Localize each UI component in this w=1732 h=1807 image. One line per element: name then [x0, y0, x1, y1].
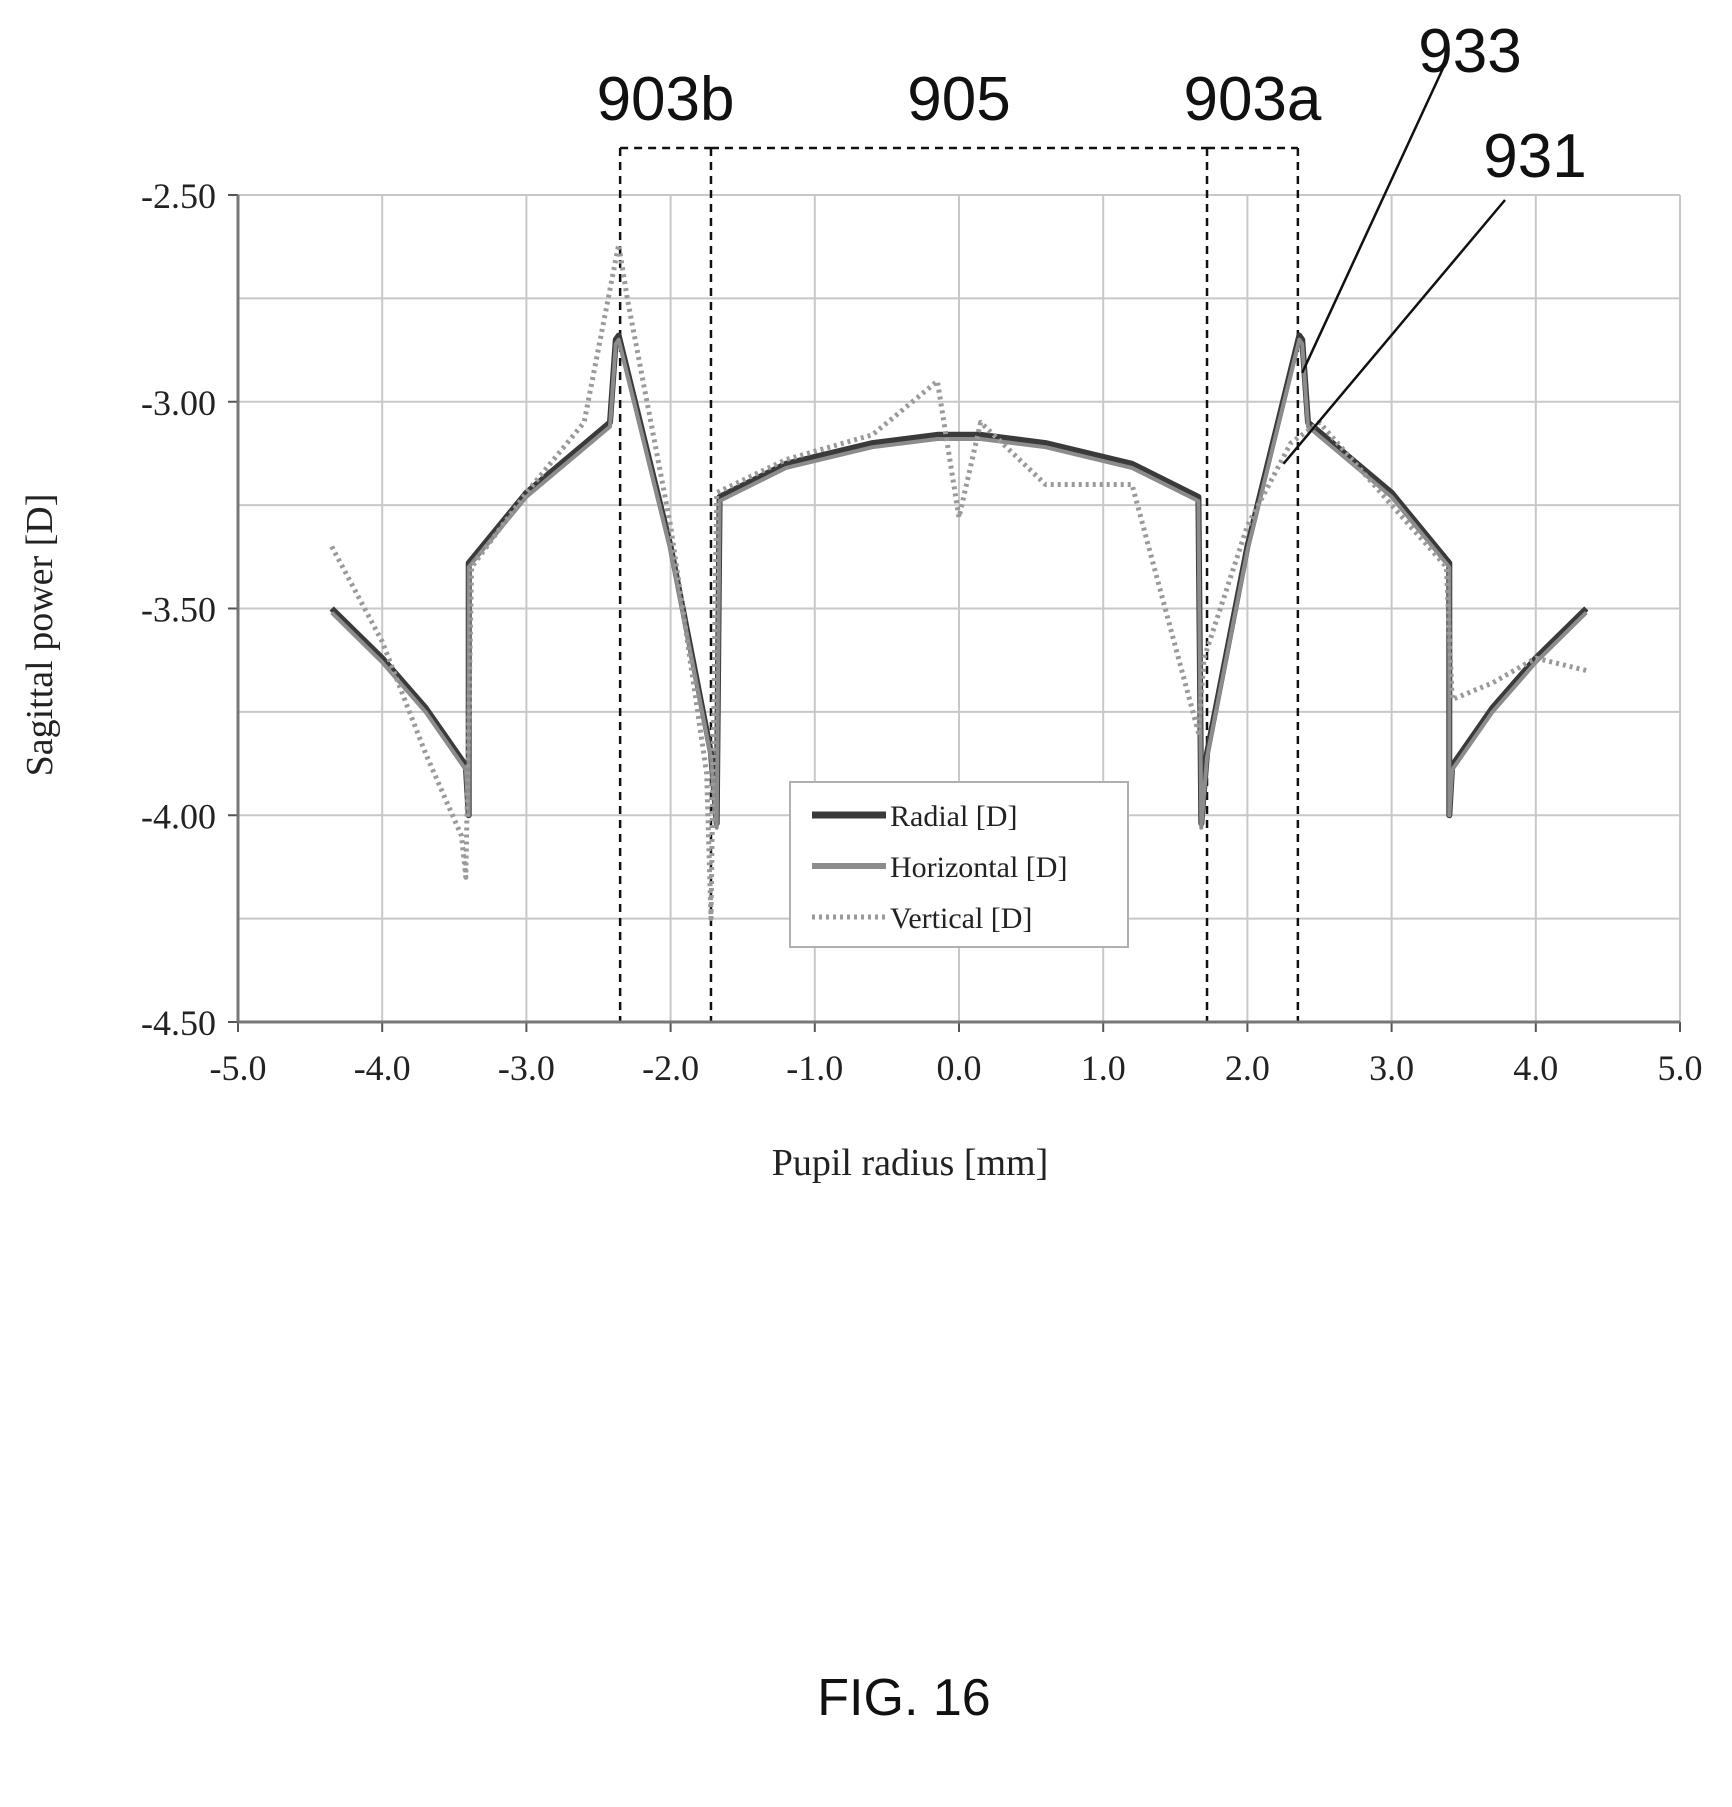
region-label-905: 905: [907, 65, 1010, 134]
x-tick-label-10: 5.0: [1658, 1048, 1703, 1088]
x-tick-label-8: 3.0: [1369, 1048, 1414, 1088]
figure-caption: FIG. 16: [817, 1669, 990, 1727]
y-tick-label-4: -4.50: [141, 1003, 216, 1043]
axes: -5.0 -4.0 -3.0 -2.0 -1.0 0.0 1.0 2.0 3.0 4.0 5.0 -2…: [141, 176, 1703, 1088]
callout-label-931: 931: [1483, 122, 1586, 191]
callout-leader-933: [1301, 63, 1447, 374]
x-axis-title: Pupil radius [mm]: [772, 1142, 1049, 1184]
x-tick-label-7: 2.0: [1225, 1048, 1270, 1088]
y-tick-label-2: -3.50: [141, 590, 216, 630]
x-tick-label-1: -4.0: [354, 1048, 411, 1088]
x-tick-label-4: -1.0: [786, 1048, 843, 1088]
data-series: [329, 242, 1589, 922]
x-tick-label-5: 0.0: [937, 1048, 982, 1088]
legend: Radial [D] Horizontal [D] Vertical [D]: [789, 781, 1129, 948]
x-tick-label-9: 4.0: [1513, 1048, 1558, 1088]
region-label-903a: 903a: [1183, 65, 1321, 134]
legend-label-vertical: Vertical [D]: [890, 902, 1032, 935]
y-tick-label-0: -2.50: [141, 176, 216, 216]
y-axis-title: Sagittal power [D]: [19, 494, 61, 777]
series-line-radial: [329, 332, 1589, 827]
x-tick-label-6: 1.0: [1081, 1048, 1126, 1088]
series-line-vertical: [329, 242, 1587, 922]
legend-label-horizontal: Horizontal [D]: [890, 851, 1067, 884]
y-tick-label-3: -4.00: [141, 796, 216, 836]
legend-label-radial: Radial [D]: [890, 800, 1017, 833]
callout-leader-931: [1282, 199, 1506, 465]
annotations: 903b 905 903a 933 931: [597, 17, 1587, 465]
y-tick-label-1: -3.00: [141, 383, 216, 423]
x-tick-label-3: -2.0: [642, 1048, 699, 1088]
x-tick-label-2: -3.0: [498, 1048, 555, 1088]
callout-label-933: 933: [1418, 17, 1521, 86]
region-label-903b: 903b: [597, 65, 735, 134]
x-tick-label-0: -5.0: [210, 1048, 267, 1088]
